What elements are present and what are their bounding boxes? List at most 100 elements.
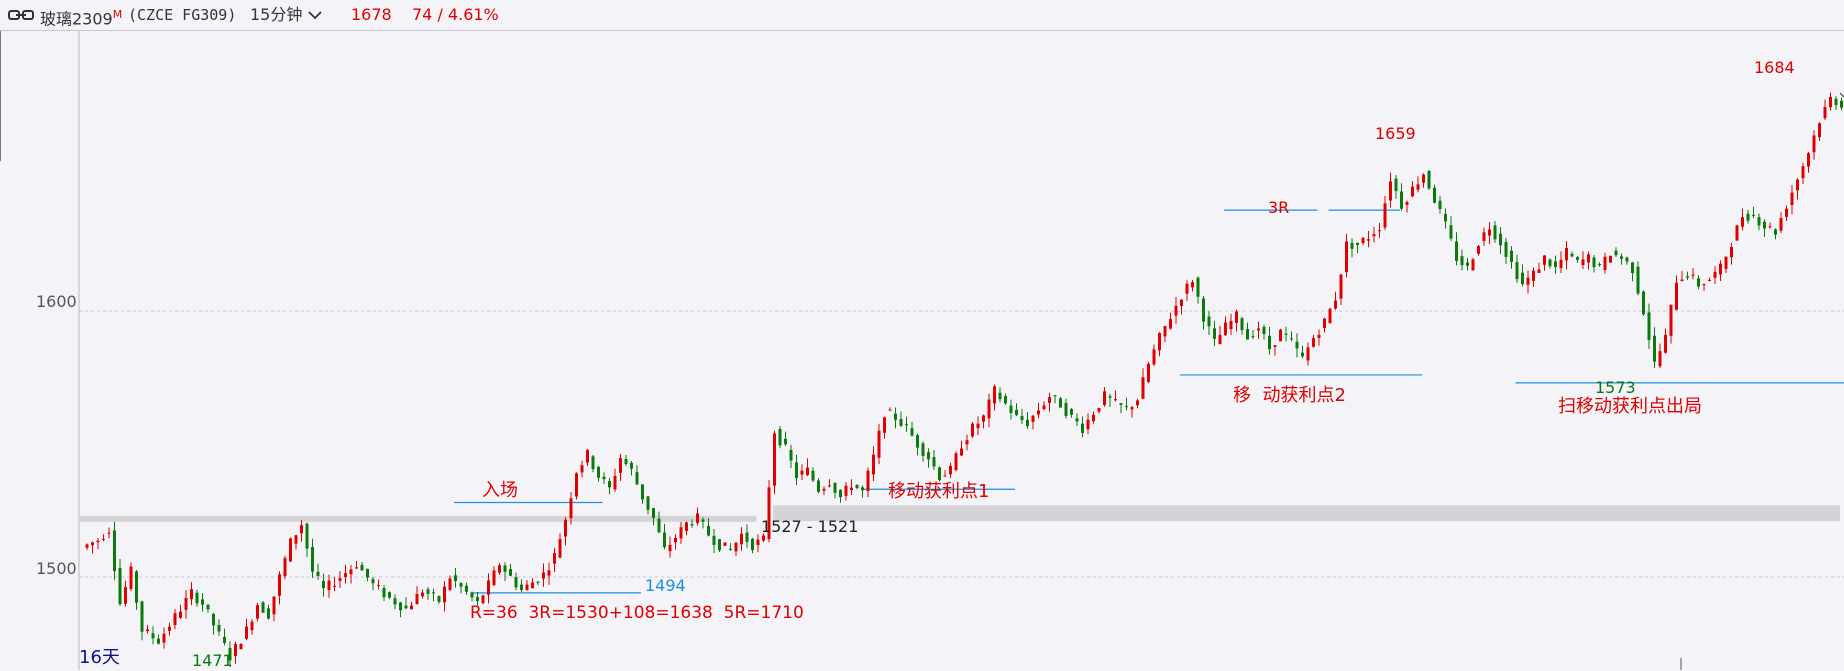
candle — [393, 594, 397, 610]
period-selector[interactable]: 15分钟 — [250, 5, 303, 24]
candle — [1757, 213, 1761, 231]
candle — [1147, 361, 1150, 384]
candle — [877, 424, 881, 465]
candle — [1262, 324, 1266, 340]
candle — [1356, 242, 1359, 254]
candle — [872, 446, 875, 482]
candle — [1796, 178, 1799, 200]
candle — [960, 440, 963, 457]
link-icon[interactable] — [8, 8, 34, 22]
candle — [1708, 277, 1711, 282]
candle — [1097, 407, 1101, 414]
candle — [1405, 200, 1409, 213]
candle — [1801, 162, 1805, 184]
candle — [1686, 271, 1689, 281]
candle — [1268, 326, 1271, 355]
candle — [344, 564, 347, 584]
candle — [135, 570, 138, 610]
candle — [1103, 387, 1106, 407]
candle — [1515, 254, 1519, 283]
candle — [921, 441, 925, 462]
candle — [1339, 274, 1343, 305]
candle — [1543, 255, 1546, 271]
candle — [1504, 237, 1508, 265]
candle — [608, 477, 611, 495]
candle — [542, 563, 545, 587]
candle — [1273, 345, 1277, 356]
candle — [619, 453, 622, 481]
candle — [1482, 227, 1486, 246]
candle — [228, 641, 232, 667]
candle — [1697, 275, 1700, 290]
candle — [1669, 304, 1673, 344]
candle — [685, 521, 688, 536]
candle — [1499, 227, 1502, 254]
risk-note: R=36 3R=1530+108=1638 5R=1710 — [470, 603, 804, 623]
candle — [954, 451, 958, 472]
candle — [965, 434, 969, 451]
candle — [635, 465, 639, 486]
candle — [1559, 251, 1563, 274]
candle — [1790, 184, 1794, 215]
candle — [1834, 96, 1838, 110]
candle — [1653, 327, 1656, 369]
candle — [745, 524, 749, 549]
candle — [657, 511, 661, 534]
level-1494-label: 1494 — [645, 576, 686, 595]
candle — [415, 586, 419, 605]
entry-label: 入场 — [482, 480, 518, 501]
duration-label: 16天 — [79, 647, 120, 668]
candle — [1823, 99, 1827, 120]
candle — [470, 591, 474, 602]
candle — [1422, 173, 1425, 188]
candle — [173, 609, 177, 630]
candle — [553, 547, 556, 573]
candle — [1570, 251, 1574, 258]
edge-tick — [1839, 92, 1844, 98]
contract-code: (CZCE FG309) — [128, 6, 237, 24]
candle — [1284, 326, 1288, 342]
candle — [1196, 276, 1200, 304]
candle — [531, 578, 534, 589]
candle — [1218, 325, 1222, 345]
candle — [1081, 416, 1084, 438]
candle — [1713, 266, 1717, 285]
candle — [817, 478, 820, 494]
candle — [1609, 255, 1612, 263]
price-change: 74 / 4.61% — [412, 5, 499, 24]
candle — [1730, 242, 1733, 265]
candlestick-chart[interactable] — [0, 31, 1844, 670]
candle — [1763, 219, 1766, 237]
candle — [1746, 209, 1750, 224]
candle — [1625, 256, 1629, 265]
zone-label: 1527 - 1521 — [761, 517, 859, 536]
candle — [448, 575, 452, 592]
candle — [894, 407, 897, 429]
candle — [1334, 291, 1337, 310]
candle — [179, 604, 182, 620]
candle — [1235, 309, 1238, 332]
candle — [630, 460, 633, 476]
candle — [327, 574, 331, 598]
candle — [1383, 195, 1387, 231]
candle — [806, 458, 809, 477]
candle — [1224, 316, 1227, 336]
candle — [740, 527, 743, 551]
candle — [718, 538, 721, 552]
trail-stop-2-label: 移 动获利点2 — [1233, 385, 1346, 406]
candle — [1394, 175, 1398, 199]
candle — [1306, 342, 1310, 366]
candle — [85, 543, 89, 551]
candle — [679, 521, 683, 544]
candle — [1565, 241, 1568, 270]
chevron-down-icon[interactable] — [307, 9, 323, 21]
candle — [113, 521, 116, 581]
candle — [1587, 251, 1590, 270]
candle — [701, 517, 705, 529]
candle — [1592, 255, 1596, 273]
candle — [1631, 261, 1634, 282]
candle — [1125, 397, 1128, 411]
candle — [1378, 223, 1381, 238]
candle — [795, 454, 798, 486]
candle — [1812, 130, 1816, 160]
